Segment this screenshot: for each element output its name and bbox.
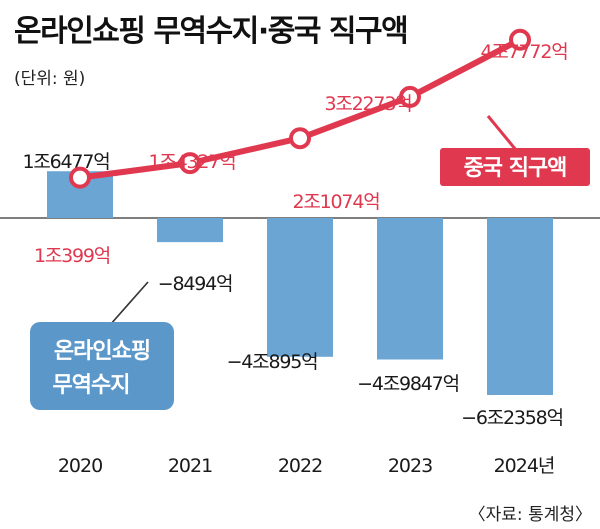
x-tick-label: 2021 (168, 455, 212, 477)
x-tick-label: 2020 (58, 455, 102, 477)
line-point-2023 (399, 85, 421, 108)
line-point-2021 (179, 152, 201, 175)
bar-value-label: −4조895억 (227, 351, 318, 373)
line-point-2022 (289, 127, 311, 150)
bar-value-label: 1조6477억 (22, 151, 109, 173)
line-value-label: 2조1074억 (292, 191, 379, 213)
x-tick-label: 2024년 (494, 455, 555, 477)
chart-title: 온라인쇼핑 무역수지·중국 직구액 (14, 14, 409, 49)
bar-badge-pointer (109, 281, 149, 326)
line-legend-badge (440, 148, 590, 186)
line-legend-text: 중국 직구액 (464, 156, 567, 181)
bar-legend-badge (30, 322, 174, 410)
bar-legend-text: 온라인쇼핑 (54, 339, 150, 364)
unit-label: (단위: 원) (14, 69, 86, 89)
bar-legend-text: 무역수지 (53, 373, 130, 398)
bar-2024 (487, 218, 553, 395)
line-value-label: 1조4327억 (148, 151, 235, 173)
bar-value-label: −8494억 (158, 273, 233, 295)
line-value-label: 3조2273억 (324, 93, 411, 115)
bar-2023 (377, 218, 443, 360)
source-label: 〈자료: 통계청〉 (468, 505, 592, 525)
bar-value-label: −6조2358억 (461, 407, 563, 429)
x-tick-label: 2022 (278, 455, 322, 477)
line-point-2020 (69, 166, 91, 189)
line-value-label: 4조7772억 (480, 41, 567, 63)
bar-2021 (157, 218, 223, 243)
x-tick-label: 2023 (388, 455, 432, 477)
bar-value-label: −4조9847억 (357, 373, 459, 395)
line-value-label: 1조399억 (34, 245, 110, 267)
line-point-2024 (509, 28, 531, 51)
bar-2022 (267, 218, 333, 357)
line-badge-pointer (486, 115, 518, 151)
